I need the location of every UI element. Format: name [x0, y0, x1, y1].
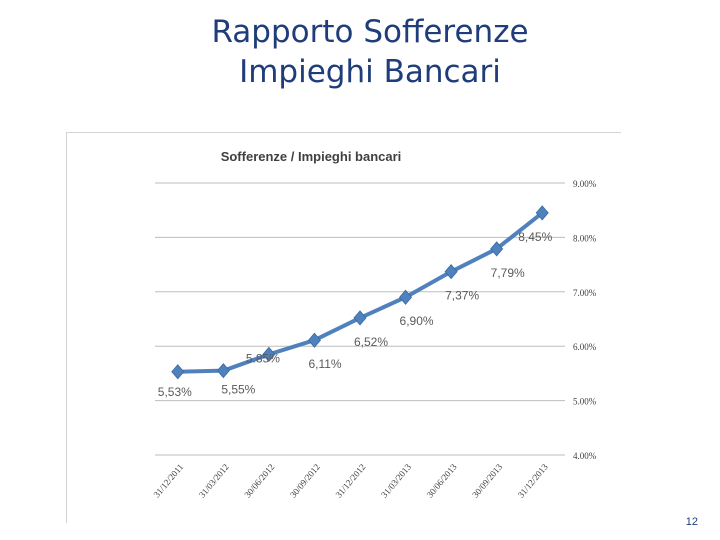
chart-title: Sofferenze / Impieghi bancari	[221, 149, 402, 164]
y-tick-label: 5.00%	[573, 397, 597, 407]
x-tick-label: 30/09/2012	[288, 462, 322, 500]
data-label: 5.85%	[246, 351, 280, 365]
x-tick-label: 31/03/2013	[379, 461, 413, 499]
x-tick-label: 31/12/2011	[152, 462, 186, 500]
y-axis-ticks: 4.00% 5.00% 6.00% 7.00% 8.00% 9.00%	[573, 179, 597, 461]
data-point-marker	[307, 332, 321, 348]
chart-frame: Sofferenze / Impieghi bancari 4.00% 5.00%…	[66, 132, 621, 523]
x-tick-label: 30/06/2012	[242, 462, 276, 500]
y-tick-label: 4.00%	[573, 451, 597, 461]
data-labels: 5,53% 5,55% 5.85% 6,11% 6,52% 6,90% 7,37% 7,79%…	[158, 230, 553, 399]
gridlines	[155, 182, 565, 456]
x-tick-label: 30/06/2013	[425, 461, 459, 499]
y-tick-label: 7.00%	[573, 288, 597, 298]
data-point-marker	[216, 363, 230, 379]
data-point-marker	[353, 310, 367, 326]
data-label: 5,53%	[158, 385, 192, 399]
slide-title: Rapporto Sofferenze Impieghi Bancari	[120, 12, 620, 92]
data-label: 6,11%	[308, 357, 341, 371]
data-points	[171, 205, 549, 380]
data-label: 6,90%	[400, 314, 434, 328]
x-tick-label: 31/12/2012	[334, 462, 368, 500]
x-axis-ticks: 31/12/2011 31/03/2012 30/06/2012 30/09/2012…	[152, 461, 551, 499]
data-point-marker	[262, 346, 276, 362]
data-label: 7,79%	[491, 266, 525, 280]
data-point-marker	[535, 205, 549, 221]
data-label: 8,45%	[518, 230, 552, 244]
data-point-marker	[444, 264, 458, 280]
page-number: 12	[685, 516, 698, 528]
y-tick-label: 8.00%	[573, 233, 597, 243]
data-point-marker	[399, 289, 413, 305]
slide-title-line-1: Rapporto Sofferenze	[211, 14, 529, 50]
data-point-marker	[171, 364, 185, 380]
data-label: 6,52%	[354, 335, 388, 349]
line-chart: Sofferenze / Impieghi bancari 4.00% 5.00%…	[152, 149, 597, 500]
data-label: 7,37%	[445, 289, 479, 303]
y-tick-label: 6.00%	[573, 342, 597, 352]
x-tick-label: 31/03/2012	[197, 462, 231, 500]
data-label: 5,55%	[221, 383, 255, 397]
data-point-marker	[490, 241, 504, 257]
x-tick-label: 30/09/2013	[470, 461, 504, 499]
x-tick-label: 31/12/2013	[516, 461, 550, 499]
slide-title-line-2: Impieghi Bancari	[239, 54, 501, 90]
y-tick-label: 9.00%	[573, 179, 597, 189]
